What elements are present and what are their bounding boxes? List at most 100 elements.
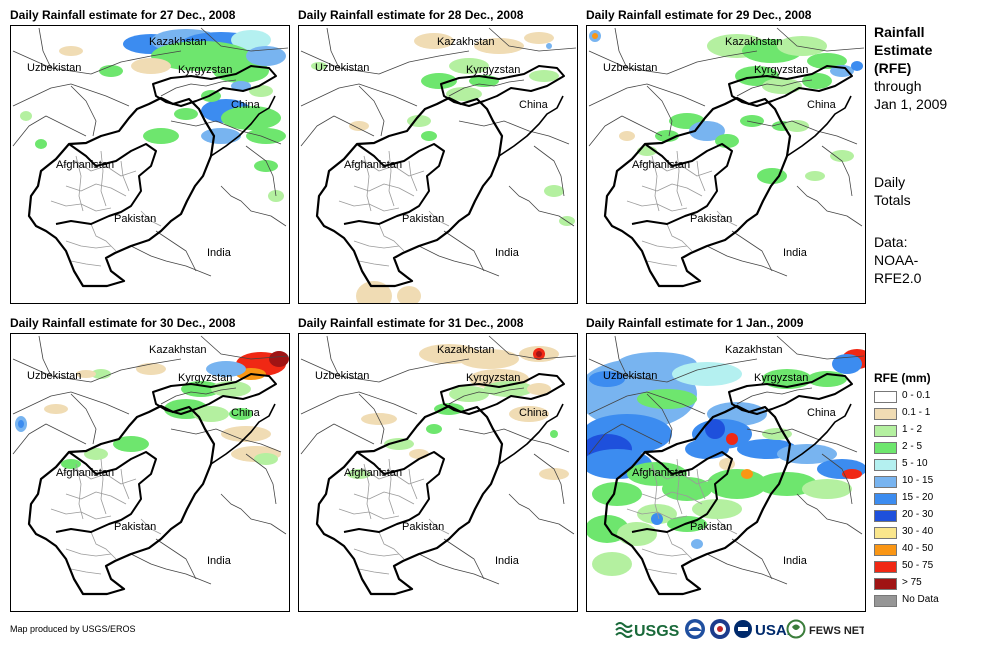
country-boundary — [12, 391, 130, 415]
sidebar-totals: Totals — [874, 192, 911, 208]
province-boundary — [70, 568, 102, 575]
country-boundary — [300, 391, 418, 415]
rainfall-area — [802, 479, 852, 499]
country-label-india: India — [207, 555, 232, 567]
rainfall-area — [524, 32, 554, 44]
rainfall-area — [246, 46, 286, 66]
country-boundary — [706, 245, 788, 277]
rainfall-area — [434, 403, 464, 415]
country-label-uzbekistan: Uzbekistan — [315, 62, 369, 74]
map-panel-30-dec: Daily Rainfall estimate for 30 Dec., 200… — [10, 316, 290, 612]
province-boundary — [651, 463, 660, 520]
rainfall-area — [726, 433, 738, 445]
legend-label: 20 - 30 — [902, 509, 934, 520]
rainfall-area — [421, 73, 457, 89]
country-boundary — [300, 83, 418, 107]
country-boundary — [55, 143, 157, 225]
country-label-uzbekistan: Uzbekistan — [603, 62, 657, 74]
rainfall-area — [830, 150, 854, 162]
country-boundary — [130, 245, 212, 277]
rainfall-area — [356, 281, 392, 303]
province-boundary — [348, 468, 425, 485]
country-boundary — [300, 423, 375, 455]
country-boundary — [458, 120, 570, 145]
country-boundary — [614, 335, 628, 377]
afghanistan-pakistan-outline — [27, 404, 216, 596]
country-boundary — [343, 451, 445, 533]
legend-label: No Data — [902, 594, 939, 605]
panel-title: Daily Rainfall estimate for 30 Dec., 200… — [10, 316, 236, 330]
province-boundary — [651, 155, 660, 212]
rainfall-area — [832, 354, 862, 374]
rainfall-area — [131, 58, 171, 74]
province-boundary — [636, 160, 713, 177]
country-boundary — [440, 65, 565, 107]
rainfall-area — [414, 33, 454, 49]
country-boundary — [200, 335, 289, 360]
rainfall-area — [527, 383, 551, 395]
rainfall-area — [20, 111, 32, 121]
rainfall-area — [254, 160, 278, 172]
province-boundary — [353, 491, 415, 505]
rainfall-area — [397, 286, 421, 303]
country-boundary — [614, 27, 628, 69]
rainfall-area — [509, 406, 549, 422]
rainfall-area — [539, 468, 569, 480]
rainfall-area — [705, 419, 725, 439]
province-boundary — [696, 160, 706, 192]
rainfall-area — [426, 424, 442, 434]
rainfall-areas — [589, 30, 863, 184]
rainfall-area — [44, 404, 68, 414]
country-boundary — [821, 453, 853, 505]
country-label-india: India — [783, 247, 808, 259]
rainfall-area — [35, 139, 47, 149]
rainfall-area — [349, 121, 369, 131]
country-boundary — [326, 27, 340, 69]
rainfall-area — [741, 469, 753, 479]
province-boundary — [428, 210, 450, 227]
rainfall-area — [544, 185, 564, 197]
map-credit: Map produced by USGS/EROS — [10, 624, 136, 634]
country-boundary — [155, 538, 197, 580]
province-boundary — [140, 518, 162, 535]
country-boundary — [631, 143, 733, 225]
country-label-pakistan: Pakistan — [690, 213, 732, 225]
province-boundary — [65, 548, 112, 557]
rainfall-areas — [587, 349, 865, 576]
rainfall-area — [474, 38, 524, 54]
country-boundary — [300, 50, 470, 75]
legend-swatch — [874, 459, 897, 471]
province-boundary — [646, 568, 678, 575]
rainfall-area — [592, 33, 598, 39]
country-label-china: China — [231, 407, 261, 419]
province-boundary — [120, 468, 130, 500]
country-boundary — [448, 387, 525, 405]
rainfall-area — [246, 128, 286, 144]
province-boundary — [353, 240, 400, 249]
rainfall-area — [201, 128, 241, 144]
rainfall-area — [59, 46, 83, 56]
rainfall-area — [805, 171, 825, 181]
country-boundary — [170, 428, 282, 453]
country-boundary — [358, 393, 385, 445]
country-label-kazakhstan: Kazakhstan — [149, 344, 206, 356]
country-label-india: India — [495, 555, 520, 567]
svg-text:FEWS NET: FEWS NET — [809, 625, 864, 637]
rainfall-area — [76, 370, 96, 378]
country-boundary — [796, 493, 863, 535]
sidebar-title-line: (RFE) — [874, 60, 912, 76]
country-boundary — [706, 553, 788, 585]
rainfall-area — [99, 65, 123, 77]
rainfall-area — [785, 120, 809, 132]
sidebar-data: Data: — [874, 234, 908, 250]
country-boundary — [418, 245, 500, 277]
country-boundary — [488, 27, 577, 52]
country-boundary — [12, 83, 130, 107]
panel-title: Daily Rainfall estimate for 28 Dec., 200… — [298, 8, 524, 22]
province-boundary — [75, 463, 84, 520]
province-boundary — [626, 200, 688, 212]
country-boundary — [728, 65, 853, 107]
country-boundary — [786, 95, 852, 157]
province-boundary — [388, 458, 395, 515]
afghanistan-pakistan-outline — [603, 96, 792, 288]
